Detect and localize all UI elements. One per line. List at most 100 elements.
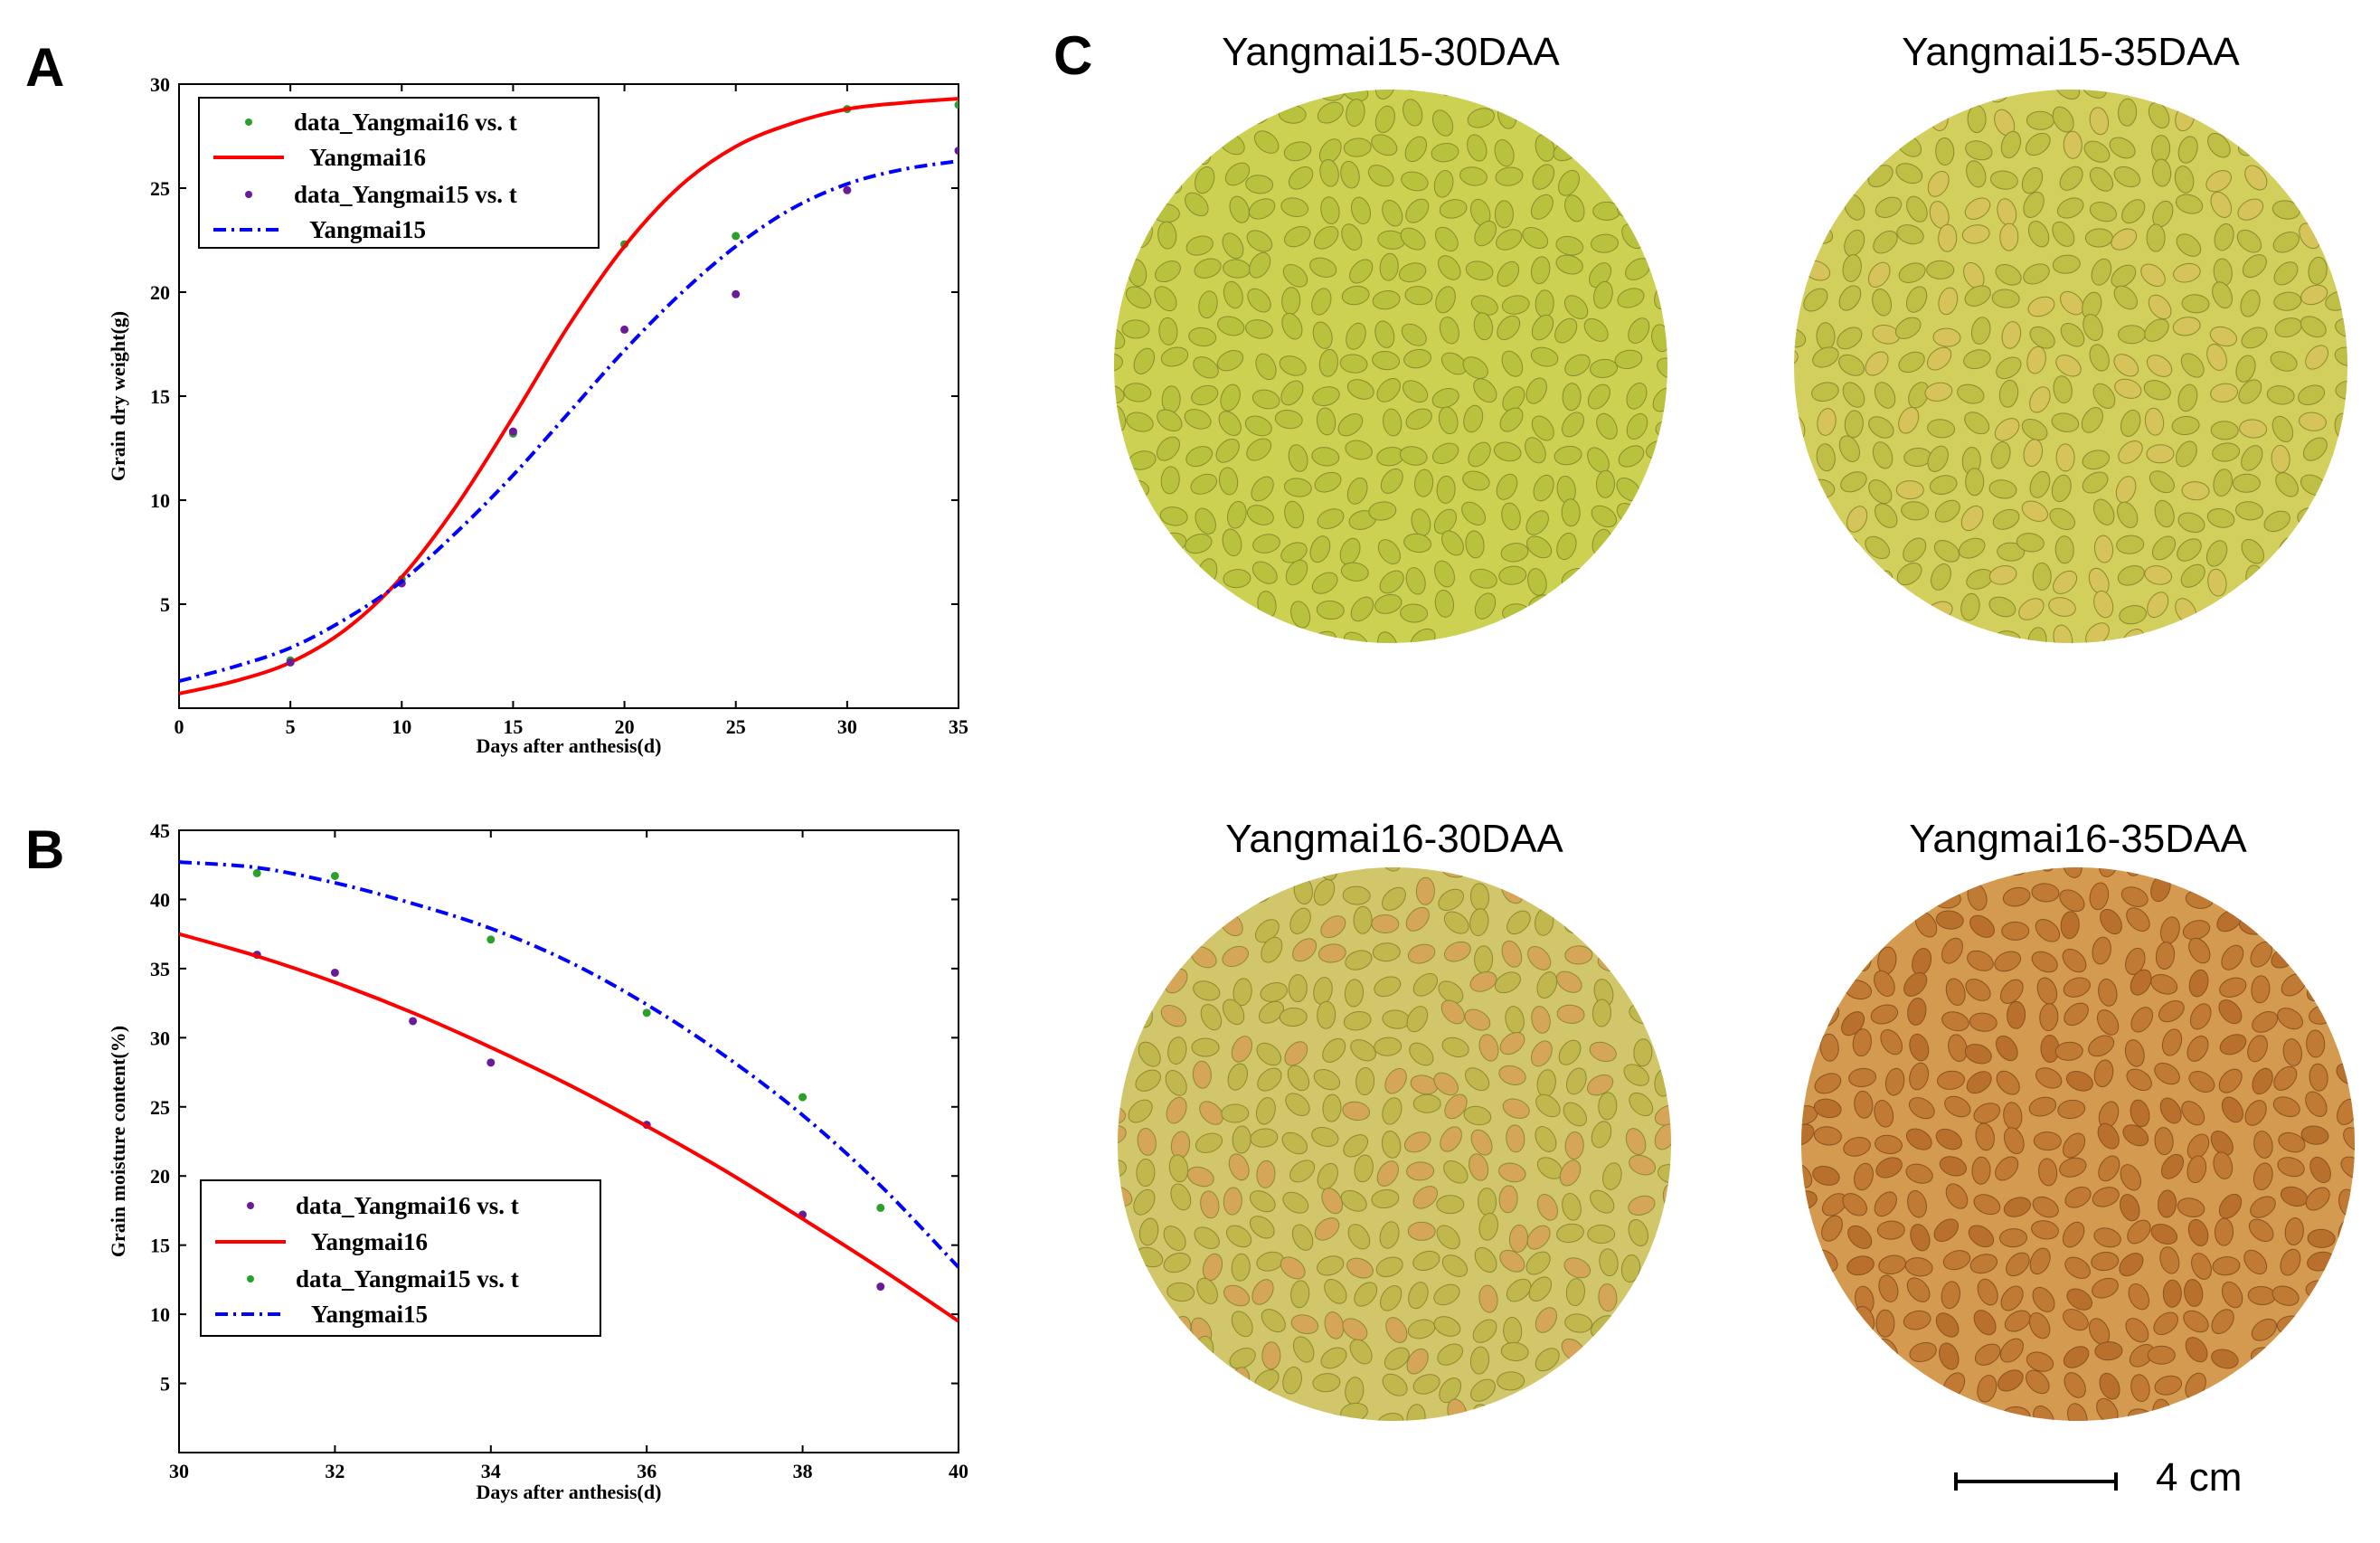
grain-kernel: [1617, 288, 1645, 308]
grain-kernel: [2038, 1158, 2058, 1187]
grain-kernel: [1995, 264, 2022, 286]
grain-kernel: [2055, 443, 2075, 472]
grain-kernel: [1441, 1037, 1469, 1058]
grain-kernel: [1126, 412, 1154, 432]
grain-kernel: [1245, 319, 1273, 339]
grain-kernel: [2336, 441, 2347, 465]
grain-kernel: [1231, 1253, 1251, 1282]
grain-kernel: [1909, 1062, 1930, 1091]
grain-kernel: [1193, 980, 1221, 1001]
grain-kernels: [1794, 90, 2347, 643]
grain-kernel: [1282, 263, 1308, 288]
grain-kernel: [2063, 130, 2082, 159]
grain-kernel: [1500, 1341, 1529, 1361]
grain-kernel: [1379, 252, 1399, 281]
chart-a-data-point: [732, 289, 741, 298]
grain-kernel: [2052, 106, 2074, 133]
grain-kernel: [1493, 441, 1522, 462]
grain-kernel: [1935, 910, 1964, 930]
grain-kernel: [1438, 406, 1459, 435]
grain-kernel: [2148, 294, 2172, 320]
grain-kernel: [2032, 562, 2052, 591]
grain-kernel: [1838, 435, 1860, 462]
grain-kernel: [1157, 409, 1183, 432]
grain-kernel: [2001, 321, 2022, 349]
grain-kernel: [1909, 1341, 1937, 1363]
grain-kernel: [2021, 418, 2048, 441]
grain-kernel: [1875, 1157, 1903, 1179]
grain-kernel: [1312, 386, 1340, 407]
grain-kernel: [1838, 354, 1865, 376]
grain-kernel: [1407, 1221, 1436, 1241]
grain-kernel: [1246, 438, 1272, 461]
chart-b-x-axis-label: Days after anthesis(d): [477, 1481, 662, 1503]
grain-kernel: [1474, 220, 1497, 247]
grain-kernel: [1320, 915, 1346, 939]
grain-kernel: [2207, 133, 2231, 158]
chart-b-ytick-label: 15: [150, 1235, 170, 1257]
grain-kernel: [1414, 469, 1434, 497]
grain-kernel: [1905, 1163, 1933, 1184]
chart-b-legend-text-1: Yangmai16: [311, 1228, 428, 1255]
grain-kernel: [1311, 1126, 1339, 1148]
grain-kernel: [1440, 352, 1468, 375]
grain-kernel: [1354, 1282, 1378, 1307]
chart-a-data-point: [732, 232, 741, 241]
grain-kernel: [2250, 1196, 2276, 1218]
grain-kernel: [2048, 597, 2076, 617]
grain-kernel: [2021, 166, 2044, 194]
grain-kernel: [2060, 323, 2085, 347]
grain-kernel: [1903, 1310, 1931, 1330]
grain-kernel: [1385, 1317, 1408, 1343]
grain-kernel: [1469, 908, 1489, 936]
grain-kernel: [2160, 1153, 2185, 1179]
grain-kernel: [1620, 1254, 1641, 1283]
grain-kernel: [1192, 1060, 1212, 1089]
grain-kernel: [2172, 317, 2201, 336]
grain-kernel: [2099, 1372, 2120, 1400]
grain-kernel: [1536, 1194, 1558, 1221]
grain-kernel: [2181, 294, 2210, 314]
grain-kernel: [1564, 194, 1585, 222]
grain-kernel: [2144, 318, 2169, 342]
grain-kernel: [1556, 970, 1582, 993]
grain-kernel: [1157, 221, 1177, 250]
grain-kernel: [1812, 346, 1839, 368]
grain-kernel: [1988, 565, 2017, 585]
grain-kernel: [1937, 1070, 1965, 1090]
grain-kernel: [1218, 411, 1242, 436]
grain-kernel: [1905, 286, 1928, 313]
chart-a-curve-yangmai16: [179, 97, 959, 696]
chart-b-data-point: [486, 935, 496, 944]
grain-kernel: [2219, 1034, 2247, 1055]
chart-b-data-point: [486, 1058, 496, 1067]
grain-kernel: [1500, 543, 1529, 563]
grain-kernel: [1114, 353, 1123, 373]
chart-b-data-point: [642, 1008, 651, 1018]
grain-kernel: [1166, 936, 1185, 965]
grain-kernel: [1372, 942, 1401, 962]
grain-kernel: [2248, 1218, 2274, 1243]
grain-kernel: [2158, 1000, 2185, 1023]
grain-kernel: [1626, 412, 1648, 440]
grain-kernel: [1811, 382, 1839, 402]
grain-kernel: [1346, 99, 1365, 127]
grain-kernel: [2063, 1132, 2086, 1159]
grain-kernel: [1346, 1257, 1374, 1279]
grain-kernel: [1261, 1341, 1281, 1370]
grain-kernel: [1867, 261, 1891, 288]
grain-kernel: [1412, 1186, 1439, 1209]
grain-kernel: [2098, 979, 2118, 1007]
grain-kernel: [2186, 1155, 2207, 1184]
grain-kernel: [1462, 470, 1490, 491]
grain-kernel: [2210, 191, 2233, 218]
grain-kernel: [1290, 1280, 1310, 1309]
grain-kernel: [1497, 315, 1521, 340]
grain-kernel: [2300, 1125, 2329, 1145]
chart-a-data-point: [843, 185, 852, 194]
grain-kernel: [2092, 1277, 2119, 1299]
grain-kernel: [1821, 1215, 1843, 1242]
grain-kernel: [1406, 1348, 1429, 1375]
grain-kernel: [1225, 1225, 1252, 1248]
chart-a-ytick-label: 20: [150, 281, 170, 304]
